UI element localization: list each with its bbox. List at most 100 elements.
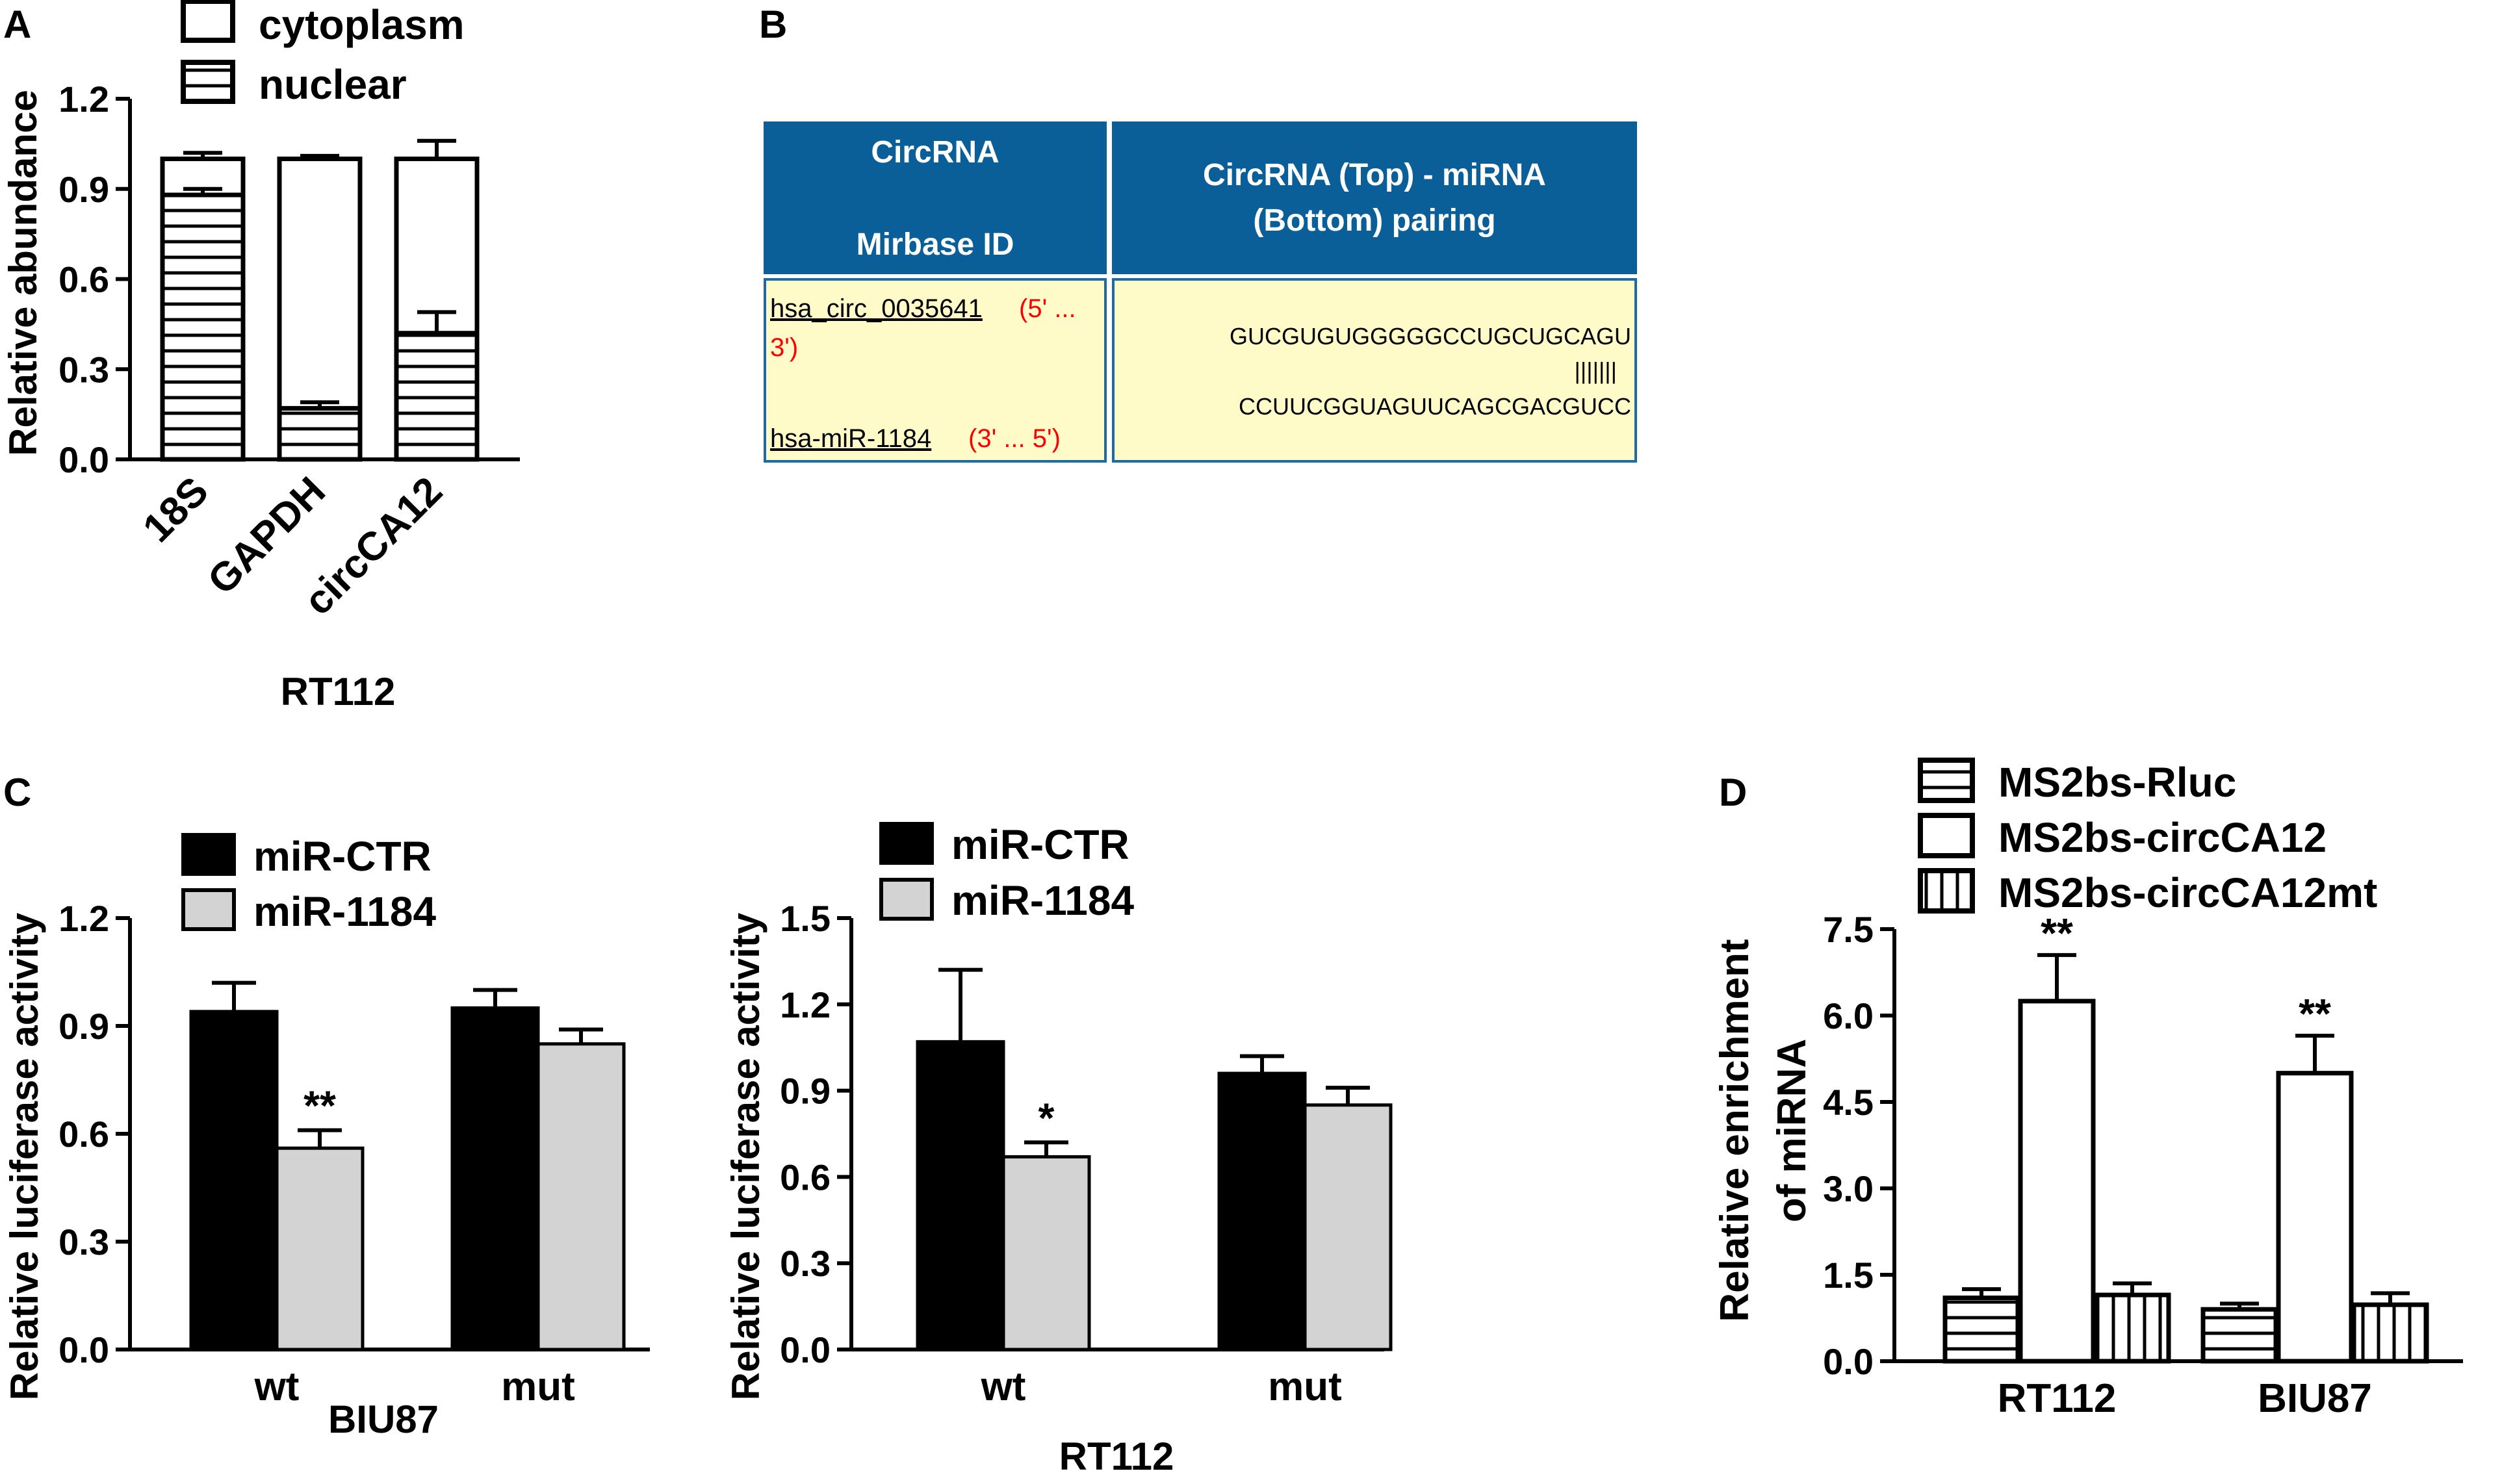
y-tick-label: 7.5 bbox=[1823, 909, 1874, 950]
panel-letter-c: C bbox=[3, 771, 31, 814]
x-tick-label: RT112 bbox=[1998, 1376, 2117, 1421]
x-tick-labels-c2: wt mut bbox=[981, 1364, 1342, 1409]
header-left-line1: CircRNA bbox=[871, 135, 999, 170]
legend-label-ms2bs-circca12: MS2bs-circCA12 bbox=[1998, 814, 2327, 861]
y-tick-label: 1.5 bbox=[1823, 1255, 1874, 1296]
legend-label-ms2bs-rluc: MS2bs-Rluc bbox=[1998, 759, 2236, 806]
mirna-id-link[interactable]: hsa-miR-1184 bbox=[770, 424, 931, 453]
bar-ms2bs-circca12 bbox=[2276, 1071, 2354, 1364]
y-tick-label: 0.3 bbox=[58, 349, 109, 390]
legend-label-cytoplasm: cytoplasm bbox=[259, 1, 465, 48]
bar-mir-1184 bbox=[1001, 1155, 1091, 1351]
bar-mir-1184 bbox=[1303, 1103, 1393, 1351]
legend-label-mir-ctr-c1: miR-CTR bbox=[253, 833, 432, 880]
panel-b: B CircRNA Mirbase ID CircRNA (Top) - miR… bbox=[759, 3, 1637, 463]
panel-a: A cytoplasm nuclear Relative abundance 0… bbox=[1, 0, 520, 713]
x-tick-label: 18S bbox=[135, 468, 217, 551]
y-tick-label: 1.5 bbox=[780, 898, 831, 939]
bar-cytoplasm bbox=[277, 157, 363, 411]
y-axis-a: 0.0 0.3 0.6 0.9 1.2 bbox=[58, 79, 520, 480]
legend-label-mir-1184-c1: miR-1184 bbox=[253, 888, 436, 935]
legend-swatch-mir-1184-c1 bbox=[181, 888, 236, 931]
sequence-top: GUCGUGUGGGGGCCUGCUGCAGU bbox=[1230, 323, 1631, 350]
circ-direction-a: (5' ... bbox=[1019, 294, 1076, 323]
y-tick-label: 0.0 bbox=[58, 439, 109, 480]
x-tick-label: mut bbox=[501, 1364, 575, 1409]
legend-swatch-ms2bs-circca12mt bbox=[1918, 868, 1975, 914]
legend-swatch-mir-ctr-c2 bbox=[879, 822, 934, 865]
table-header-left bbox=[764, 122, 1107, 274]
bar-cytoplasm bbox=[394, 157, 480, 336]
y-axis-label-a: Relative abundance bbox=[1, 90, 45, 456]
y-axis-d: 0.0 1.5 3.0 4.5 6.0 7.5 bbox=[1823, 909, 2463, 1382]
bars-a bbox=[160, 138, 480, 462]
legend-label-mir-1184-c2: miR-1184 bbox=[951, 877, 1134, 924]
y-tick-label: 0.6 bbox=[780, 1157, 831, 1197]
y-tick-label: 0.0 bbox=[1823, 1341, 1874, 1382]
x-axis-label-c2: RT112 bbox=[1059, 1435, 1174, 1478]
panel-d-legend: MS2bs-Rluc MS2bs-circCA12 MS2bs-circCA12… bbox=[1918, 758, 2377, 916]
bar-nuclear bbox=[394, 331, 480, 462]
x-axis-label-a: RT112 bbox=[281, 670, 396, 713]
y-tick-label: 0.9 bbox=[58, 1006, 109, 1047]
bar-nuclear bbox=[277, 405, 363, 462]
bar-nuclear bbox=[160, 192, 246, 462]
y-axis-label-d-line2: of miRNA bbox=[1770, 1039, 1814, 1222]
sequence-bottom: CCUUCGGUAGUUCAGCGACGUCC bbox=[1239, 393, 1631, 420]
y-tick-label: 1.2 bbox=[780, 984, 831, 1025]
y-tick-label: 1.2 bbox=[58, 79, 109, 120]
y-tick-label: 0.3 bbox=[780, 1243, 831, 1284]
sequence-pairs: ||||||| bbox=[1575, 357, 1617, 384]
y-tick-label: 1.2 bbox=[58, 898, 109, 939]
legend-swatch-nuclear bbox=[181, 60, 235, 104]
y-tick-label: 0.3 bbox=[58, 1222, 109, 1262]
y-tick-label: 0.9 bbox=[58, 169, 109, 210]
significance-marker: * bbox=[1038, 1094, 1055, 1141]
y-tick-label: 6.0 bbox=[1823, 995, 1874, 1036]
panel-a-legend: cytoplasm nuclear bbox=[181, 0, 465, 108]
table-header-right bbox=[1112, 122, 1637, 274]
panel-c: C miR-CTR miR-1184 Relative luciferase a… bbox=[3, 771, 1393, 1478]
x-tick-labels-c1: wt mut bbox=[254, 1364, 575, 1409]
legend-swatch-mir-1184-c2 bbox=[879, 878, 934, 921]
bars-d: ** ** bbox=[1942, 910, 2429, 1364]
bar-ms2bs-circca12mt bbox=[2093, 1292, 2171, 1364]
x-tick-label: mut bbox=[1268, 1364, 1342, 1409]
legend-label-ms2bs-circca12mt: MS2bs-circCA12mt bbox=[1998, 869, 2377, 916]
legend-label-nuclear: nuclear bbox=[259, 61, 407, 108]
bar-mir-ctr bbox=[189, 1010, 279, 1351]
bar-mir-1184 bbox=[275, 1146, 365, 1351]
y-tick-label: 0.6 bbox=[58, 259, 109, 300]
y-tick-label: 0.0 bbox=[58, 1329, 109, 1370]
y-axis-label-d-line1: Relative enrichment bbox=[1712, 939, 1757, 1322]
legend-swatch-mir-ctr-c1 bbox=[181, 833, 236, 876]
bar-mir-ctr bbox=[450, 1006, 540, 1351]
bar-ms2bs-rluc bbox=[1942, 1295, 2020, 1364]
header-right-line1: CircRNA (Top) - miRNA bbox=[1203, 158, 1546, 192]
circ-direction-b: 3') bbox=[770, 333, 798, 362]
legend-swatch-ms2bs-rluc bbox=[1918, 758, 1975, 803]
x-tick-labels-d: RT112 BIU87 bbox=[1998, 1376, 2372, 1421]
panel-letter-a: A bbox=[3, 3, 31, 46]
table-cell-right bbox=[1112, 278, 1637, 463]
panel-c2-legend: miR-CTR miR-1184 bbox=[879, 821, 1134, 924]
x-axis-label-c1: BIU87 bbox=[328, 1398, 439, 1441]
circ-id-link[interactable]: hsa_circ_0035641 bbox=[770, 294, 983, 323]
y-tick-label: 0.6 bbox=[58, 1114, 109, 1155]
x-tick-label: wt bbox=[981, 1364, 1026, 1409]
legend-swatch-ms2bs-circca12 bbox=[1918, 813, 1975, 858]
y-axis-label-c2: Relative luciferase activity bbox=[724, 912, 767, 1400]
panel-c1-legend: miR-CTR miR-1184 bbox=[181, 833, 436, 935]
bar-mir-ctr bbox=[1217, 1071, 1307, 1351]
table-cell-left bbox=[764, 278, 1107, 463]
bar-mir-ctr bbox=[916, 1040, 1005, 1351]
header-left-line2: Mirbase ID bbox=[857, 227, 1014, 262]
panel-letter-d: D bbox=[1719, 771, 1747, 814]
x-tick-label: BIU87 bbox=[2258, 1376, 2372, 1421]
bar-ms2bs-rluc bbox=[2200, 1307, 2278, 1364]
y-tick-label: 0.0 bbox=[780, 1329, 831, 1370]
panel-letter-b: B bbox=[759, 3, 787, 46]
y-axis-label-c1: Relative luciferase activity bbox=[3, 912, 46, 1400]
significance-marker: ** bbox=[303, 1082, 336, 1129]
